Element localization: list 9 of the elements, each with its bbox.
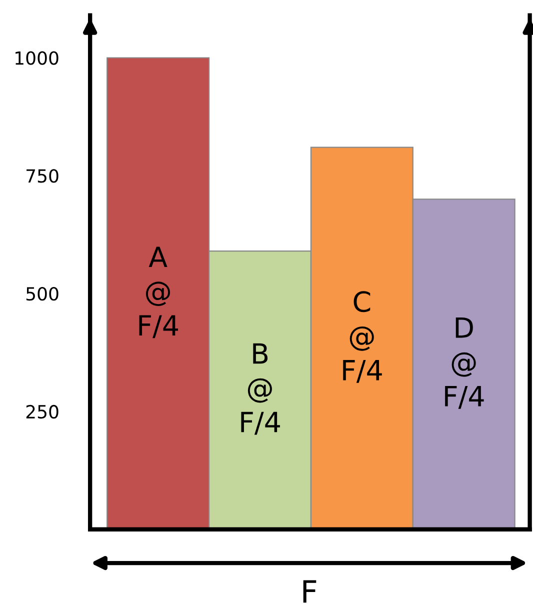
x-tick-label: B @ F/4 [241,343,280,435]
x-tick-label: D @ F/4 [445,317,484,409]
y-tick-label: 500 [26,287,58,301]
x-tick-label: C @ F/4 [343,291,382,383]
x-tick-label: A @ F/4 [139,246,178,338]
y-tick-label: 250 [26,404,58,419]
x-axis-title: F [303,580,316,603]
y-tick-label: 1000 [16,51,58,65]
y-tick-label: 750 [26,169,58,183]
